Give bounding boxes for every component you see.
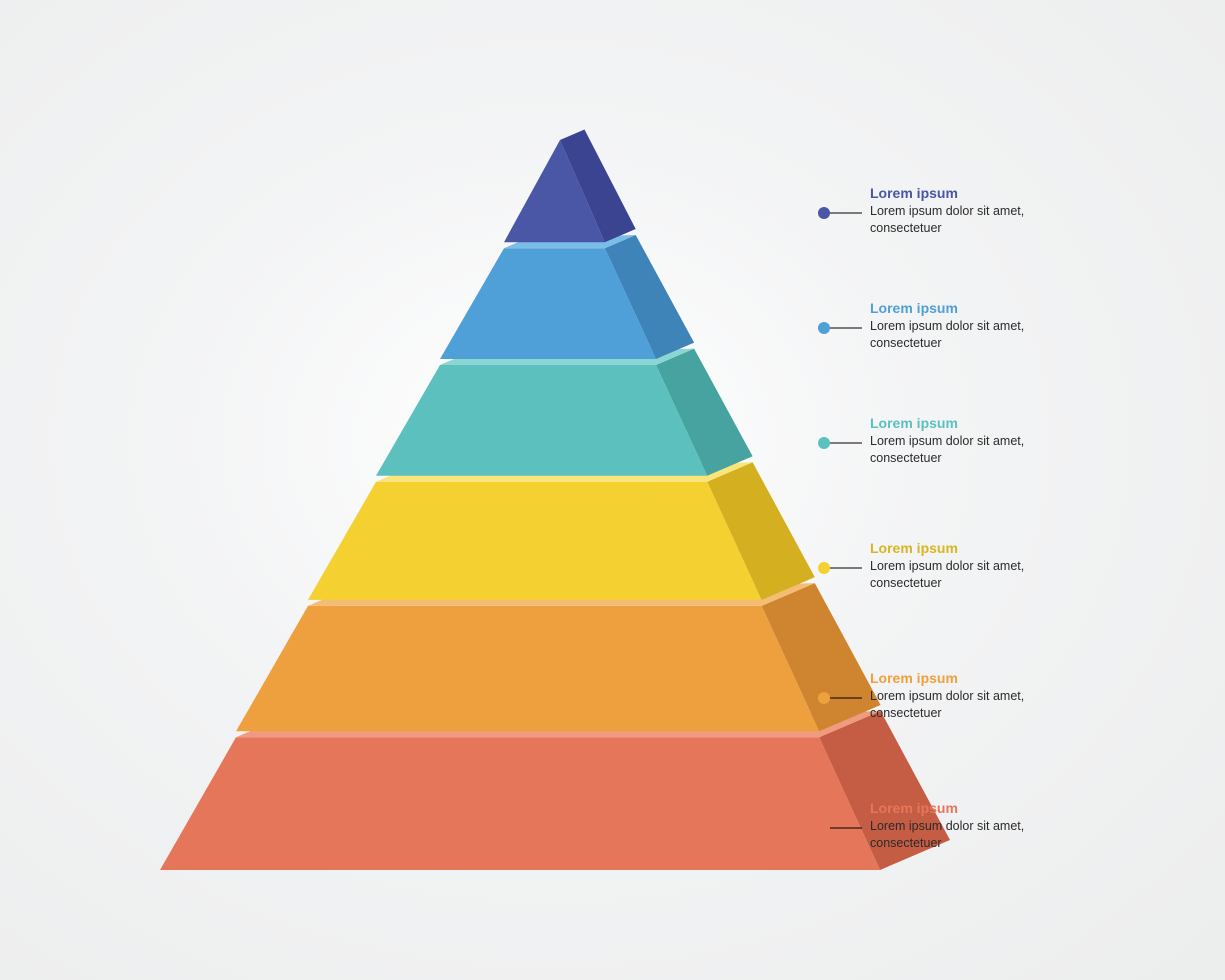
callout-desc: Lorem ipsum dolor sit amet, consectetuer	[870, 318, 1040, 352]
callout-3: Lorem ipsum Lorem ipsum dolor sit amet, c…	[870, 415, 1040, 467]
level-front	[160, 737, 880, 870]
callout-desc: Lorem ipsum dolor sit amet, consectetuer	[870, 203, 1040, 237]
pyramid-level-2	[440, 235, 694, 359]
callout-desc: Lorem ipsum dolor sit amet, consectetuer	[870, 433, 1040, 467]
pyramid-level-5	[236, 583, 881, 731]
callout-title: Lorem ipsum	[870, 300, 1040, 316]
callout-dot-icon	[818, 822, 830, 834]
infographic-stage: Lorem ipsum Lorem ipsum dolor sit amet, c…	[0, 0, 1225, 980]
callout-title: Lorem ipsum	[870, 415, 1040, 431]
callout-title: Lorem ipsum	[870, 800, 1040, 816]
callout-dot-icon	[818, 562, 830, 574]
callout-2: Lorem ipsum Lorem ipsum dolor sit amet, c…	[870, 300, 1040, 352]
level-front	[236, 606, 819, 731]
callout-desc: Lorem ipsum dolor sit amet, consectetuer	[870, 558, 1040, 592]
callout-dot-icon	[818, 322, 830, 334]
callout-6: Lorem ipsum Lorem ipsum dolor sit amet, c…	[870, 800, 1040, 852]
callout-dot-icon	[818, 207, 830, 219]
pyramid-level-6	[160, 711, 950, 870]
pyramid-svg	[0, 0, 1225, 980]
callout-5: Lorem ipsum Lorem ipsum dolor sit amet, c…	[870, 670, 1040, 722]
level-front	[376, 365, 707, 476]
callout-desc: Lorem ipsum dolor sit amet, consectetuer	[870, 818, 1040, 852]
callout-dot-icon	[818, 692, 830, 704]
callout-4: Lorem ipsum Lorem ipsum dolor sit amet, c…	[870, 540, 1040, 592]
callout-dot-icon	[818, 437, 830, 449]
callout-title: Lorem ipsum	[870, 185, 1040, 201]
pyramid-level-1	[504, 130, 636, 243]
level-front	[308, 482, 762, 600]
callout-desc: Lorem ipsum dolor sit amet, consectetuer	[870, 688, 1040, 722]
callout-title: Lorem ipsum	[870, 540, 1040, 556]
pyramid-level-3	[376, 349, 753, 476]
pyramid-level-4	[308, 462, 815, 600]
callout-title: Lorem ipsum	[870, 670, 1040, 686]
callout-1: Lorem ipsum Lorem ipsum dolor sit amet, c…	[870, 185, 1040, 237]
